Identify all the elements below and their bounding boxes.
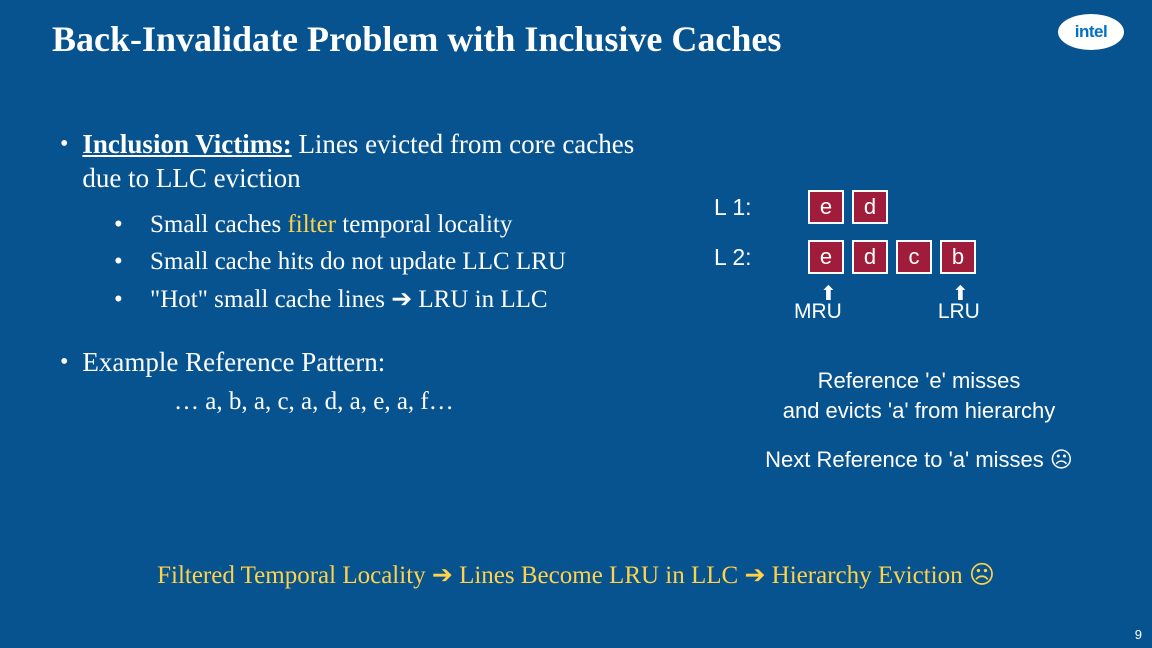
- cache-cell: d: [852, 190, 888, 224]
- sub-1-pre: Small caches: [150, 211, 287, 238]
- l2-label: L 2:: [714, 244, 776, 271]
- bottom-mid: Lines Become LRU in LLC: [453, 562, 745, 589]
- arrow-up-icon: ⬆: [820, 284, 837, 304]
- bullet-2: • Example Reference Pattern:: [60, 346, 670, 380]
- l1-row: L 1: e d: [714, 190, 1134, 224]
- intel-logo: intel: [1058, 14, 1128, 50]
- arrow-up-icon: ⬆: [952, 284, 969, 304]
- cache-cell: b: [940, 240, 976, 274]
- sub-list: • Small caches filter temporal locality …: [114, 206, 670, 319]
- sub-3-post: LRU in LLC: [412, 286, 547, 313]
- bottom-pre: Filtered Temporal Locality: [157, 562, 432, 589]
- arrow-icon: ➔: [744, 561, 765, 589]
- bullet-dot: •: [60, 128, 68, 196]
- bottom-summary: Filtered Temporal Locality ➔ Lines Becom…: [0, 560, 1152, 590]
- sub-dot: •: [114, 281, 150, 319]
- note-1: Reference 'e' misses and evicts 'a' from…: [714, 366, 1124, 425]
- sub-1: • Small caches filter temporal locality: [114, 206, 670, 244]
- bullet-1-text: Inclusion Victims: Lines evicted from co…: [82, 128, 670, 196]
- term-inclusion-victims: Inclusion Victims:: [82, 129, 291, 159]
- mru-lru-labels: MRU LRU: [714, 300, 1134, 324]
- arrow-icon: ➔: [432, 561, 453, 589]
- sub-dot: •: [114, 243, 150, 281]
- l1-label: L 1:: [714, 194, 776, 221]
- note-2: Next Reference to 'a' misses ☹: [714, 447, 1124, 473]
- bullet-1: • Inclusion Victims: Lines evicted from …: [60, 128, 670, 196]
- l1-boxes: e d: [808, 190, 888, 224]
- l2-boxes: e d c b: [808, 240, 976, 274]
- sub-1-post: temporal locality: [336, 211, 512, 238]
- l2-row: L 2: e d c b: [714, 240, 1134, 274]
- logo-oval: intel: [1058, 14, 1124, 50]
- slide-title: Back-Invalidate Problem with Inclusive C…: [52, 18, 781, 60]
- sub-2-text: Small cache hits do not update LLC LRU: [150, 243, 566, 281]
- sub-3-pre: "Hot" small cache lines: [150, 286, 391, 313]
- cache-cell: d: [852, 240, 888, 274]
- sub-1-highlight: filter: [287, 211, 336, 238]
- cache-cell: e: [808, 190, 844, 224]
- logo-text: intel: [1075, 22, 1107, 42]
- arrow-icon: ➔: [391, 285, 412, 313]
- note-1b: and evicts 'a' from hierarchy: [714, 396, 1124, 426]
- sub-dot: •: [114, 206, 150, 244]
- reference-pattern: … a, b, a, c, a, d, a, e, a, f…: [114, 388, 670, 416]
- content-left: • Inclusion Victims: Lines evicted from …: [60, 128, 670, 416]
- bullet-dot: •: [60, 346, 68, 380]
- bottom-post: Hierarchy Eviction ☹: [765, 562, 994, 589]
- bullet-2-text: Example Reference Pattern:: [82, 346, 385, 380]
- sub-3: • "Hot" small cache lines ➔ LRU in LLC: [114, 281, 670, 319]
- note-1a: Reference 'e' misses: [714, 366, 1124, 396]
- sub-2: • Small cache hits do not update LLC LRU: [114, 243, 670, 281]
- cache-diagram: L 1: e d L 2: e d c b ⬆ ⬆ MRU LRU Refere…: [714, 190, 1134, 473]
- cache-cell: e: [808, 240, 844, 274]
- page-number: 9: [1135, 627, 1142, 642]
- cache-cell: c: [896, 240, 932, 274]
